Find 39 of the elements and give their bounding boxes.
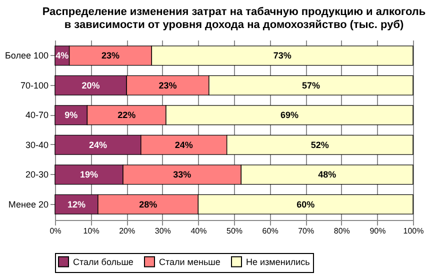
- chart-title: Распределение изменения затрат на табачную продукцию и алкоголь в зависимости от уровня дохода на домохозяйство (тыс. руб): [42, 6, 426, 31]
- data-label: 12%: [67, 199, 86, 210]
- y-tick-label: 30-40: [25, 140, 48, 150]
- data-label: 22%: [118, 110, 136, 120]
- x-tick-label: 60%: [262, 226, 278, 236]
- x-tick-label: 70%: [298, 226, 314, 236]
- data-label: 9%: [64, 110, 78, 120]
- legend-label: Стали меньше: [159, 256, 220, 267]
- x-tick-label: 0%: [50, 226, 62, 236]
- x-tick-label: 80%: [334, 226, 350, 236]
- y-tick-label: Менее 20: [8, 199, 48, 210]
- data-label: 69%: [280, 110, 298, 120]
- x-tick-label: 50%: [226, 226, 243, 236]
- data-label: 19%: [80, 170, 98, 180]
- x-tick-label: 90%: [370, 226, 386, 236]
- legend-label: Не изменились: [246, 256, 310, 267]
- data-label: 57%: [302, 80, 320, 90]
- y-tick-label: 70-100: [20, 80, 48, 90]
- data-label: 23%: [101, 50, 120, 61]
- data-label: 52%: [310, 140, 329, 150]
- data-label: 73%: [273, 50, 292, 61]
- x-tick-label: 100%: [403, 226, 424, 236]
- y-tick-label: 20-30: [25, 170, 48, 180]
- legend-label: Стали больше: [73, 256, 134, 267]
- data-label: 24%: [88, 140, 107, 150]
- data-label: 28%: [139, 199, 158, 210]
- y-tick-label: Более 100: [5, 50, 48, 61]
- data-label: 23%: [158, 80, 177, 90]
- data-label: 20%: [82, 80, 100, 90]
- data-label: 33%: [173, 170, 192, 180]
- x-tick-label: 10%: [83, 226, 100, 236]
- data-label: 48%: [318, 170, 336, 180]
- data-label: 24%: [174, 140, 193, 150]
- x-tick-label: 20%: [119, 226, 136, 236]
- x-tick-label: 30%: [154, 226, 171, 236]
- data-label: 60%: [296, 199, 315, 210]
- y-tick-label: 40-70: [25, 110, 48, 120]
- data-label: 4%: [56, 50, 69, 61]
- x-tick-label: 40%: [190, 226, 207, 236]
